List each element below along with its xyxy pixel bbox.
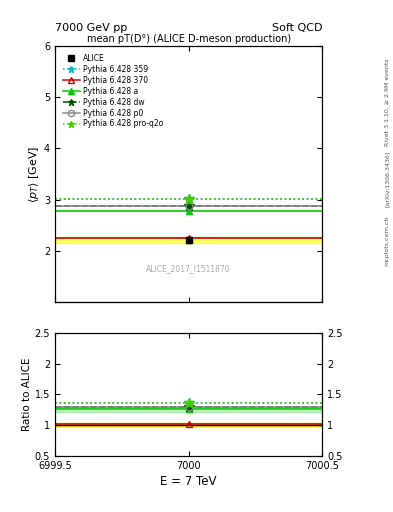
Text: ALICE_2017_I1511870: ALICE_2017_I1511870	[146, 264, 231, 273]
Text: Rivet 3.1.10, ≥ 2.9M events: Rivet 3.1.10, ≥ 2.9M events	[385, 58, 389, 146]
Bar	[55, 237, 322, 243]
Text: [arXiv:1306.3436]: [arXiv:1306.3436]	[385, 151, 389, 207]
Text: Soft QCD: Soft QCD	[272, 23, 322, 33]
Text: 7000 GeV pp: 7000 GeV pp	[55, 23, 127, 33]
Bar	[55, 422, 322, 428]
Legend: ALICE, Pythia 6.428 359, Pythia 6.428 370, Pythia 6.428 a, Pythia 6.428 dw, Pyth: ALICE, Pythia 6.428 359, Pythia 6.428 37…	[62, 52, 165, 130]
Title: mean pT(D°) (ALICE D-meson production): mean pT(D°) (ALICE D-meson production)	[86, 34, 291, 44]
Bar	[55, 407, 322, 412]
Text: mcplots.cern.ch: mcplots.cern.ch	[385, 216, 389, 266]
Y-axis label: $\langle p_T\rangle$ [GeV]: $\langle p_T\rangle$ [GeV]	[27, 145, 41, 203]
X-axis label: E = 7 TeV: E = 7 TeV	[160, 475, 217, 488]
Y-axis label: Ratio to ALICE: Ratio to ALICE	[22, 357, 32, 431]
